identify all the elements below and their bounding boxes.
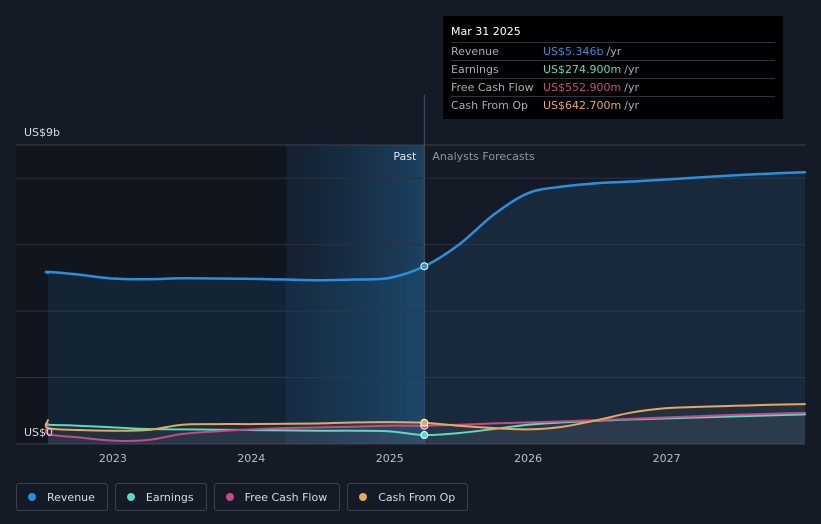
y-axis-top-label: US$9b — [24, 126, 60, 139]
legend-label: Revenue — [47, 490, 95, 504]
tooltip-label: Earnings — [451, 63, 499, 76]
past-label: Past — [393, 150, 417, 163]
tooltip-unit: /yr — [624, 99, 639, 112]
tooltip-row-cash-from-op: Cash From Op US$642.700m /yr — [451, 97, 775, 114]
tooltip-value-revenue: US$5.346b — [543, 45, 604, 58]
y-axis-bottom-label: US$0 — [24, 426, 53, 439]
earnings-area — [45, 414, 805, 444]
legend-item-earnings[interactable]: Earnings — [114, 483, 207, 511]
revenue-marker — [420, 262, 429, 271]
tooltip-label: Revenue — [451, 45, 499, 58]
legend-label: Free Cash Flow — [244, 490, 328, 504]
x-tick-label: 2023 — [99, 452, 127, 465]
legend-label: Cash From Op — [378, 490, 456, 504]
tooltip-value-earnings: US$274.900m — [543, 63, 622, 76]
earnings-dot-icon — [126, 493, 135, 501]
tooltip-value-cash-from-op: US$642.700m — [543, 99, 622, 112]
x-tick-label: 2026 — [514, 452, 542, 465]
tooltip-row-earnings: Earnings US$274.900m /yr — [451, 61, 775, 79]
legend-label: Earnings — [145, 490, 194, 504]
legend-item-cash-from-op[interactable]: Cash From Op — [347, 483, 469, 511]
legend-item-free-cash-flow[interactable]: Free Cash Flow — [213, 483, 341, 511]
free-cash-flow-dot-icon — [225, 493, 234, 501]
tooltip-label: Cash From Op — [451, 99, 529, 112]
tooltip-row-revenue: Revenue US$5.346b /yr — [451, 43, 775, 61]
tooltip-unit: /yr — [606, 45, 622, 58]
data-tooltip: Mar 31 2025 Revenue US$5.346b /yr Earnin… — [443, 16, 783, 119]
x-tick-label: 2027 — [653, 452, 681, 465]
cash_from_op-marker — [420, 418, 429, 427]
chart-legend: Revenue Earnings Free Cash Flow Cash Fro… — [16, 483, 469, 511]
tooltip-row-free-cash-flow: Free Cash Flow US$552.900m /yr — [451, 79, 775, 97]
x-tick-label: 2024 — [237, 452, 265, 465]
revenue-dot-icon — [28, 493, 36, 501]
cash-from-op-dot-icon — [359, 493, 368, 501]
tooltip-value-free-cash-flow: US$552.900m — [543, 81, 622, 94]
tooltip-label: Free Cash Flow — [451, 81, 534, 94]
revenue-line — [44, 170, 807, 282]
revenue-area — [45, 172, 805, 444]
x-tick-label: 2025 — [376, 452, 404, 465]
tooltip-date: Mar 31 2025 — [451, 24, 775, 43]
tooltip-unit: /yr — [624, 81, 639, 94]
free_cash_flow-line — [44, 411, 806, 442]
earnings-marker — [420, 431, 429, 440]
tooltip-unit: /yr — [624, 63, 639, 76]
forecast-label: Analysts Forecasts — [432, 150, 535, 163]
legend-item-revenue[interactable]: Revenue — [16, 483, 108, 511]
past-highlight — [285, 145, 425, 444]
cash_from_op-line — [44, 403, 806, 432]
earnings-line — [44, 413, 806, 437]
